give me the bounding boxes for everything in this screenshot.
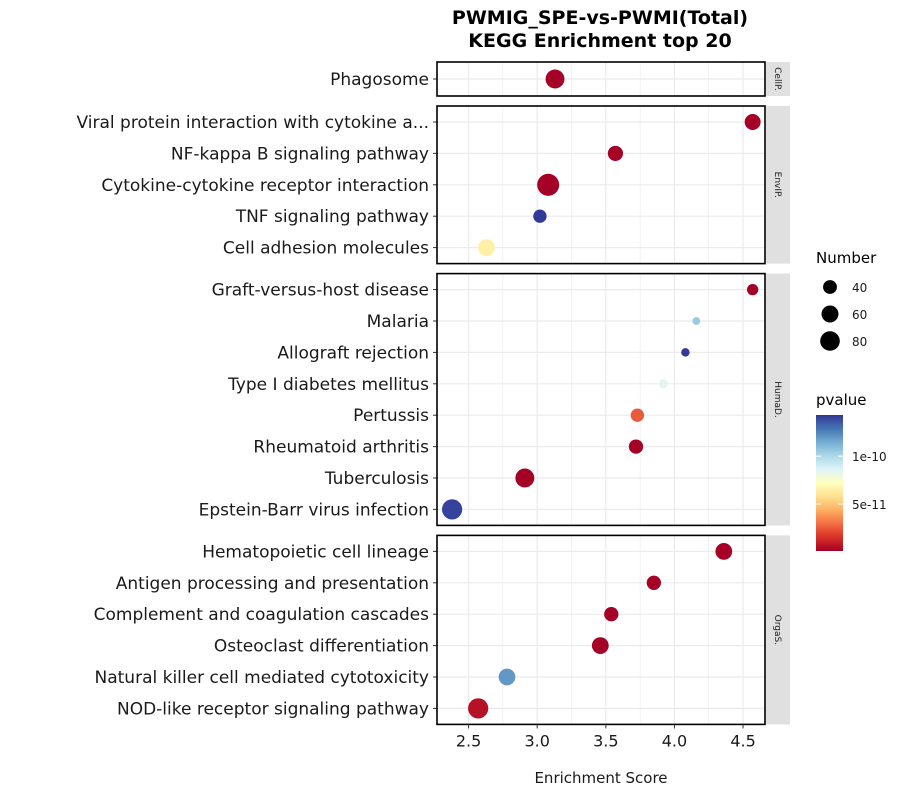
data-point: [681, 348, 690, 357]
y-tick-label: Cell adhesion molecules: [223, 239, 429, 259]
data-point: [533, 209, 547, 223]
color-legend-label: 5e-11: [852, 498, 887, 512]
y-tick-label: Pertussis: [353, 406, 429, 426]
facet-strip: [766, 273, 790, 526]
y-tick-label: Osteoclast differentiation: [214, 637, 429, 657]
size-legend: Number 40 60 80: [816, 249, 877, 351]
color-bar: [816, 415, 843, 551]
panel-border: [436, 272, 766, 527]
data-point: [744, 114, 761, 130]
x-tick-label: 4.0: [662, 731, 687, 750]
data-point: [537, 173, 560, 196]
data-point: [646, 575, 661, 590]
data-point: [591, 637, 609, 654]
size-legend-label: 60: [852, 308, 867, 322]
data-point: [498, 668, 516, 686]
y-tick-label: Cytokine-cytokine receptor interaction: [101, 176, 429, 196]
y-tick-label: Allograft rejection: [277, 343, 429, 363]
chart-title-line2: KEGG Enrichment top 20: [468, 30, 731, 52]
y-tick-label: Viral protein interaction with cytokine …: [77, 113, 429, 133]
panel-background: [437, 535, 765, 725]
size-legend-label: 40: [852, 281, 867, 295]
facet-panel: Hematopoietic cell lineage Antigen proces…: [94, 534, 790, 726]
facet-strip: [766, 106, 790, 264]
y-tick-label: NF-kappa B signaling pathway: [171, 144, 429, 164]
panel-border: [436, 61, 766, 97]
data-point: [468, 698, 489, 719]
data-point: [515, 468, 535, 488]
data-point: [545, 69, 565, 89]
color-legend: pvalue 1e-10 5e-11: [816, 391, 887, 551]
facet-panel: Viral protein interaction with cytokine …: [77, 105, 790, 265]
chart-title-line1: PWMIG_SPE-vs-PWMI(Total): [452, 7, 748, 29]
data-point: [715, 543, 733, 560]
facet-strip: [766, 535, 790, 725]
x-tick-label: 4.5: [730, 731, 755, 750]
y-tick-label: TNF signaling pathway: [235, 207, 429, 227]
facet-strip: [766, 62, 790, 96]
facet-strip-label: CellP.: [772, 67, 782, 91]
data-point: [658, 379, 668, 389]
panel-border: [436, 105, 766, 265]
size-legend-title: Number: [816, 249, 877, 267]
data-point: [692, 317, 701, 325]
color-legend-label: 1e-10: [852, 450, 887, 464]
y-tick-label: Malaria: [367, 312, 429, 332]
data-point: [630, 408, 645, 422]
x-tick-label: 3.0: [524, 731, 549, 750]
size-legend-key: [820, 331, 840, 351]
data-point: [441, 499, 463, 520]
y-tick-label: Tuberculosis: [324, 469, 429, 489]
x-tick-label: 3.5: [593, 731, 618, 750]
y-tick-label: Complement and coagulation cascades: [94, 605, 430, 625]
y-tick-label: Rheumatoid arthritis: [253, 438, 429, 458]
facet-strip-label: EnvIP.: [772, 172, 782, 198]
x-axis-title: Enrichment Score: [534, 769, 667, 787]
facet-strip-label: HumaD.: [772, 381, 782, 418]
y-tick-label: Graft-versus-host disease: [212, 281, 429, 301]
x-tick-label: 2.5: [456, 731, 481, 750]
data-point: [604, 607, 619, 622]
data-point: [746, 283, 759, 296]
size-legend-key: [823, 280, 837, 294]
y-tick-label: Epstein-Barr virus infection: [199, 500, 429, 520]
panel-background: [437, 273, 765, 526]
y-tick-label: Phagosome: [330, 70, 429, 90]
facet-panel: Phagosome CellP.: [330, 61, 790, 97]
data-point: [478, 239, 495, 256]
data-point: [628, 439, 644, 454]
data-point: [607, 145, 623, 161]
panel-border: [436, 534, 766, 726]
y-tick-label: Type I diabetes mellitus: [227, 375, 429, 395]
y-tick-label: Antigen processing and presentation: [116, 574, 429, 594]
size-legend-key: [821, 305, 839, 323]
y-tick-label: Hematopoietic cell lineage: [202, 542, 429, 562]
size-legend-label: 80: [852, 335, 867, 349]
color-legend-title: pvalue: [816, 391, 867, 409]
facet-strip-label: OrgaS.: [772, 615, 782, 645]
y-tick-label: Natural killer cell mediated cytotoxicit…: [95, 668, 430, 688]
y-tick-label: NOD-like receptor signaling pathway: [117, 699, 429, 719]
facet-panel: Graft-versus-host disease Malaria Allograf…: [199, 272, 790, 527]
